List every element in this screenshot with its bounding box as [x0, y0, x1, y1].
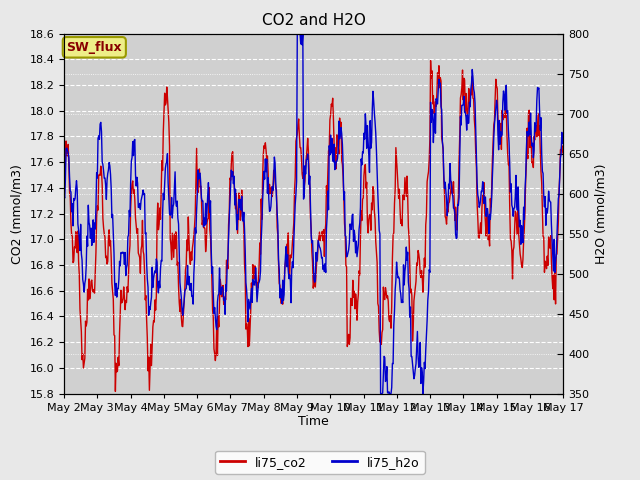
li75_h2o: [60, 193, 68, 199]
X-axis label: Time: Time: [298, 415, 329, 429]
li75_h2o: [69, 223, 77, 229]
li75_co2: [111, 388, 119, 394]
li75_h2o: [390, 322, 397, 328]
Text: SW_flux: SW_flux: [67, 41, 122, 54]
li75_h2o: [374, 208, 382, 214]
li75_co2: [559, 150, 567, 156]
li75_h2o: [377, 391, 385, 396]
Legend: li75_co2, li75_h2o: li75_co2, li75_h2o: [215, 451, 425, 474]
Y-axis label: CO2 (mmol/m3): CO2 (mmol/m3): [11, 164, 24, 264]
li75_co2: [389, 232, 397, 238]
li75_co2: [198, 222, 206, 228]
Title: CO2 and H2O: CO2 and H2O: [262, 13, 365, 28]
Line: li75_h2o: li75_h2o: [64, 34, 563, 394]
li75_co2: [121, 307, 129, 312]
li75_co2: [427, 58, 435, 63]
Line: li75_co2: li75_co2: [64, 60, 563, 391]
li75_h2o: [120, 262, 128, 267]
Y-axis label: H2O (mmol/m3): H2O (mmol/m3): [595, 163, 608, 264]
li75_h2o: [559, 141, 567, 146]
li75_co2: [60, 192, 68, 198]
li75_h2o: [172, 169, 179, 175]
li75_co2: [374, 303, 382, 309]
li75_co2: [69, 260, 77, 265]
li75_h2o: [198, 195, 205, 201]
li75_co2: [172, 229, 180, 235]
li75_h2o: [294, 31, 301, 36]
